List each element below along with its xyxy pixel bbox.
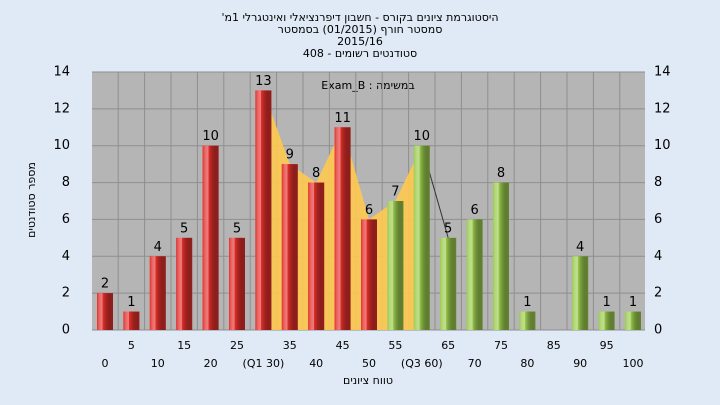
value-label: 1 [629, 295, 637, 310]
bar-shade [387, 201, 404, 330]
x-tick-label: 70 [468, 357, 482, 370]
bar-shade [255, 90, 272, 330]
y-tick-label: 2 [62, 286, 70, 301]
x-tick-label: 45 [336, 339, 350, 352]
x-tick-label: 95 [600, 339, 614, 352]
bar-shade [572, 256, 589, 330]
y-tick-label: 4 [62, 249, 70, 264]
value-label: 7 [391, 185, 399, 200]
bar-shade [519, 311, 536, 330]
x-axis-label: טווח ציונים [343, 374, 393, 387]
value-label: 2 [101, 277, 109, 292]
value-label: 6 [470, 203, 478, 218]
bar-shade [466, 219, 483, 330]
value-label: 6 [365, 203, 373, 218]
x-tick-label: 35 [283, 339, 297, 352]
y-tick-label: 10 [53, 138, 70, 153]
chart-title: היסטוגרמת ציונים בקורס - חשבון דיפרנציאל… [221, 11, 498, 24]
x-tick-label: 85 [547, 339, 561, 352]
bar-shade [598, 311, 615, 330]
x-tick-label: 15 [177, 339, 191, 352]
bar-shade [202, 145, 219, 330]
x-tick-label: 75 [494, 339, 508, 352]
y2-tick-label: 6 [654, 212, 662, 227]
y-tick-label: 14 [53, 65, 70, 80]
x-tick-label: 55 [388, 339, 402, 352]
bar-shade [625, 311, 641, 330]
value-label: 8 [312, 166, 320, 181]
x-tick-label: 0 [102, 357, 109, 370]
x-tick-label: 80 [520, 357, 534, 370]
value-label: 11 [334, 111, 351, 126]
y-tick-label: 8 [62, 175, 70, 190]
bar-shade [493, 182, 509, 330]
x-tick-label: 10 [151, 357, 165, 370]
x-tick-label: (Q3 60) [401, 357, 443, 370]
bar-shade [413, 145, 430, 330]
value-label: 1 [602, 295, 610, 310]
y2-tick-label: 12 [654, 101, 671, 116]
bar-shade [361, 219, 377, 330]
y2-tick-label: 8 [654, 175, 662, 190]
chart-title: סטודנטים רשומים - 408 [303, 47, 417, 60]
x-tick-label: (Q1 30) [243, 357, 285, 370]
value-label: 10 [414, 129, 431, 144]
bar-shade [229, 237, 245, 330]
x-tick-label: 90 [573, 357, 587, 370]
x-tick-label: 100 [623, 357, 644, 370]
value-label: 4 [576, 240, 584, 255]
bar-shade [308, 182, 325, 330]
y2-tick-label: 4 [654, 249, 662, 264]
value-label: 1 [127, 295, 135, 310]
bar-shade [123, 311, 140, 330]
value-label: 8 [497, 166, 505, 181]
chart-title: 2015/16 [337, 35, 383, 48]
x-tick-label: 65 [441, 339, 455, 352]
annotation: במשימה : Exam_B [321, 79, 414, 92]
value-label: 13 [255, 74, 272, 89]
x-tick-label: 50 [362, 357, 376, 370]
bar-shade [440, 237, 457, 330]
value-label: 10 [202, 129, 219, 144]
y-tick-label: 6 [62, 212, 70, 227]
y-tick-label: 12 [53, 101, 70, 116]
value-label: 4 [154, 240, 162, 255]
value-label: 9 [286, 148, 294, 163]
bar-shade [97, 293, 113, 330]
value-label: 5 [444, 221, 452, 236]
x-tick-label: 25 [230, 339, 244, 352]
y-axis-label: מספר סטודנטים [25, 162, 38, 238]
y2-tick-label: 10 [654, 138, 671, 153]
bar-shade [334, 127, 351, 331]
bar-shade [176, 237, 193, 330]
y-tick-label: 0 [62, 323, 70, 338]
y2-tick-label: 0 [654, 323, 662, 338]
value-label: 5 [233, 221, 241, 236]
bar-shade [281, 164, 298, 330]
x-tick-label: 40 [309, 357, 323, 370]
value-label: 1 [523, 295, 531, 310]
y2-tick-label: 14 [654, 65, 671, 80]
x-tick-label: 5 [128, 339, 135, 352]
bar-shade [149, 256, 166, 330]
y2-tick-label: 2 [654, 286, 662, 301]
chart-title: סמסטר חורף (01/2015) בסמסטר [278, 23, 443, 36]
value-label: 5 [180, 221, 188, 236]
x-tick-label: 20 [204, 357, 218, 370]
